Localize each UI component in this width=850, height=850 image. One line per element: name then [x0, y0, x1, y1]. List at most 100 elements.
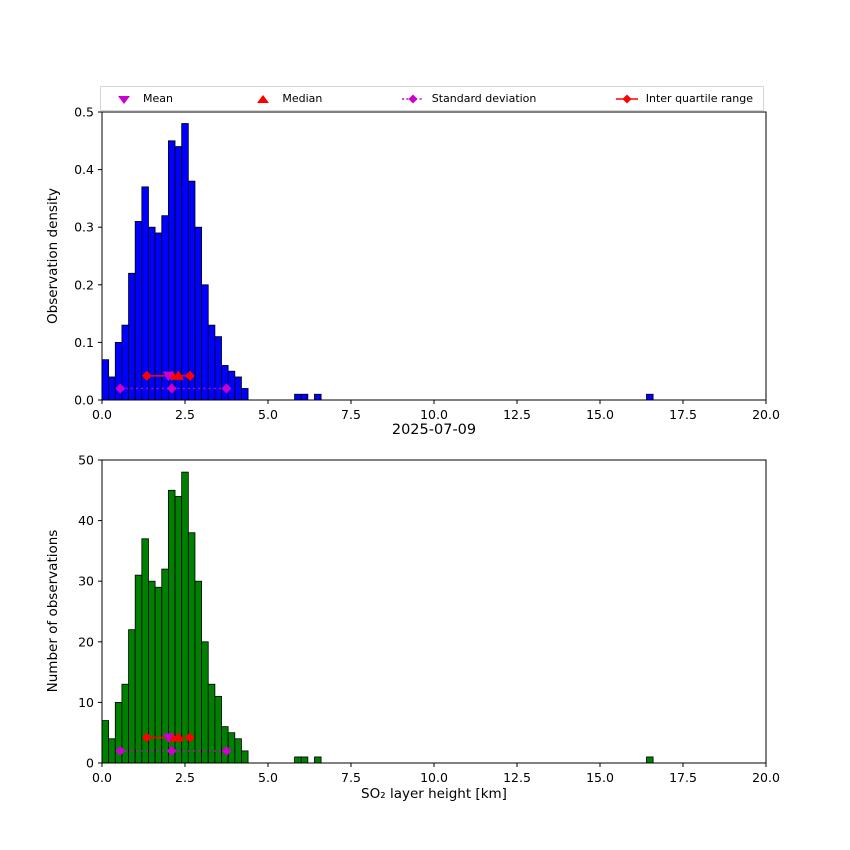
histogram-bar	[108, 376, 116, 401]
y-tick-label: 0.0	[74, 393, 94, 408]
x-tick-label: 5.0	[258, 770, 278, 785]
histogram-bar	[201, 284, 209, 401]
mean-triangle-down-icon	[118, 95, 130, 104]
std-dev-center-diamond-icon	[166, 383, 177, 394]
mean-triangle-down-icon	[162, 371, 174, 382]
histogram-bar	[174, 146, 183, 401]
histogram-bar	[221, 726, 229, 764]
y-tick-label: 0.4	[74, 162, 94, 177]
x-tick-label: 0.0	[92, 407, 112, 422]
histogram-bar	[174, 495, 183, 764]
histogram-bar	[141, 186, 149, 401]
std-dev-diamond-dotted-icon	[401, 94, 424, 103]
x-tick-label: 2.5	[175, 770, 195, 785]
legend-label-median: Median	[282, 92, 323, 105]
histogram-bar	[227, 732, 236, 764]
histogram-bar	[108, 738, 116, 764]
std-dev-low-diamond-icon	[115, 745, 126, 756]
chart-title: 2025-07-09	[391, 422, 477, 438]
x-tick-label: 2.5	[175, 407, 195, 422]
top-stat-markers	[115, 370, 232, 394]
x-tick-label: 20.0	[752, 770, 780, 785]
x-tick-label: 12.5	[503, 407, 531, 422]
x-tick-label: 17.5	[669, 407, 697, 422]
histogram-bar	[214, 695, 222, 764]
histogram-bar	[646, 756, 654, 764]
histogram-bar	[167, 489, 176, 764]
histogram-bar	[227, 370, 236, 401]
histogram-bar	[154, 232, 163, 401]
y-tick-label: 10	[78, 695, 94, 710]
legend-label-mean: Mean	[143, 92, 173, 105]
x-tick-label: 15.0	[586, 770, 614, 785]
y-tick-label: 0.5	[74, 105, 94, 120]
x-tick-label: 0.0	[92, 770, 112, 785]
bottom-y-axis-label: Number of observations	[45, 529, 61, 693]
x-tick-label: 10.0	[420, 407, 448, 422]
histogram-bar	[221, 365, 229, 401]
std-dev-center-diamond-icon	[166, 745, 177, 756]
y-tick-label: 0.1	[74, 335, 94, 350]
histogram-bar	[181, 123, 189, 401]
std-dev-high-diamond-icon	[221, 383, 232, 394]
histogram-bar	[128, 629, 136, 764]
x-axis-label: SO₂ layer height [km]	[361, 786, 507, 802]
mean-triangle-down-icon	[162, 733, 174, 744]
iqr-high-diamond-icon	[184, 732, 195, 743]
x-tick-label: 12.5	[503, 770, 531, 785]
x-tick-label: 20.0	[752, 407, 780, 422]
histogram-bar	[134, 221, 143, 401]
histogram-bar	[234, 376, 242, 401]
top-y-axis-label: Observation density	[45, 188, 61, 324]
y-tick-label: 20	[78, 634, 94, 649]
legend-label-std: Standard deviation	[431, 92, 537, 105]
histogram-bar	[294, 756, 302, 764]
histogram-bar	[154, 586, 163, 764]
median-triangle-up-icon	[172, 370, 184, 380]
histogram-bar	[187, 532, 196, 764]
histogram-bar	[101, 359, 110, 401]
histogram-bar	[128, 272, 136, 401]
histogram-bar	[194, 580, 203, 764]
histogram-bar	[214, 336, 222, 401]
histogram-bar	[241, 388, 249, 401]
bottom-histogram: 0.0 2.5 5.0 7.5 10.0 12.5 15.0 17.5 20.0 0 10 20 30 4…	[78, 453, 780, 786]
iqr-low-diamond-icon	[141, 732, 152, 743]
legend-item-median: Median	[250, 92, 322, 106]
top-histogram-bars	[101, 123, 654, 401]
std-dev-low-diamond-icon	[115, 383, 126, 394]
histogram-bar	[234, 738, 242, 764]
y-tick-label: 50	[78, 453, 94, 468]
median-triangle-up-icon	[257, 94, 270, 103]
histogram-bar	[646, 393, 654, 401]
histogram-bar	[194, 226, 203, 401]
x-tick-label: 15.0	[586, 407, 614, 422]
histogram-bar	[201, 641, 209, 764]
histogram-bar	[300, 393, 309, 401]
histogram-bar	[300, 756, 309, 764]
histogram-bar	[101, 720, 110, 764]
histogram-bar	[141, 538, 149, 764]
y-tick-label: 0	[86, 756, 94, 771]
std-dev-high-diamond-icon	[221, 745, 232, 756]
x-tick-label: 7.5	[341, 770, 361, 785]
histogram-bar	[294, 393, 302, 401]
bottom-stat-markers	[115, 732, 232, 756]
y-tick-label: 30	[78, 574, 94, 589]
legend-item-iqr: Inter quartile range	[614, 92, 753, 106]
x-tick-label: 5.0	[258, 407, 278, 422]
top-histogram: 0.0 2.5 5.0 7.5 10.0 12.5 15.0 17.5 20.0 0.0 0.1 0.…	[74, 105, 780, 423]
legend: Mean Median Standard deviation Inter qua…	[100, 86, 764, 111]
y-tick-label: 40	[78, 513, 94, 528]
x-tick-label: 7.5	[341, 407, 361, 422]
y-tick-label: 0.2	[74, 277, 94, 292]
histogram-bar	[187, 180, 196, 401]
legend-item-std: Standard deviation	[400, 92, 537, 106]
iqr-diamond-line-icon	[615, 94, 638, 103]
legend-label-iqr: Inter quartile range	[645, 92, 753, 105]
histogram-bar	[241, 750, 249, 764]
histogram-bar	[181, 471, 189, 764]
x-tick-label: 10.0	[420, 770, 448, 785]
